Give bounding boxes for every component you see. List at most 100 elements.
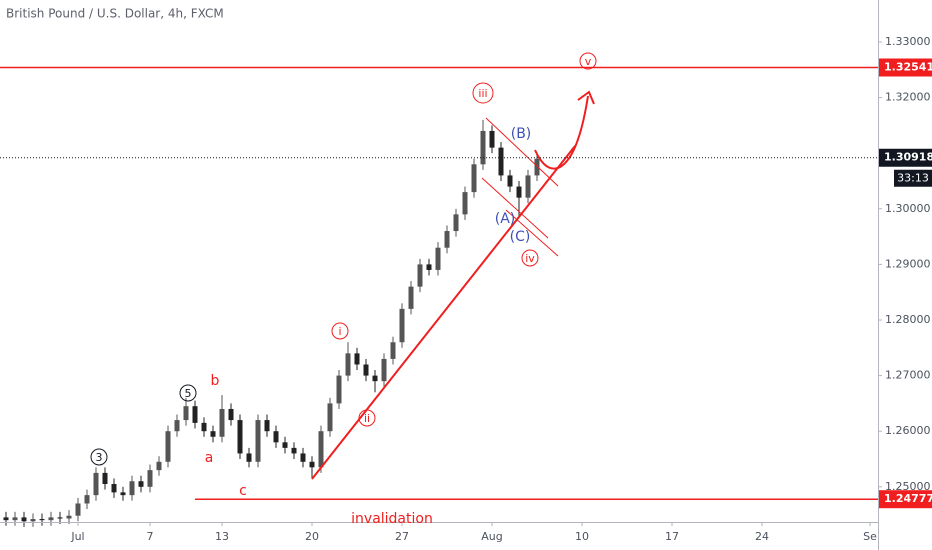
- candle-body: [129, 481, 135, 496]
- wave-label: 3: [96, 451, 103, 464]
- x-tick-label: 10: [575, 530, 589, 543]
- candle-body: [264, 420, 270, 432]
- wave-label: (C): [510, 229, 531, 245]
- wave-circle: [472, 82, 494, 104]
- candle-body: [417, 264, 423, 287]
- wave-label: b: [211, 373, 220, 389]
- candle-body: [507, 175, 513, 187]
- wave-label: (B): [511, 126, 532, 142]
- x-tick-label: 17: [665, 530, 679, 543]
- x-tick-label: Jul: [70, 530, 84, 543]
- candle-body: [309, 461, 315, 468]
- x-tick-label: 27: [395, 530, 409, 543]
- candle-body: [381, 358, 387, 382]
- candle-body: [480, 130, 486, 165]
- candle-body: [120, 492, 126, 496]
- wave-label: iv: [525, 252, 535, 265]
- y-tick-label: 1.25000: [885, 480, 931, 493]
- y-tick-label: 1.29000: [885, 257, 931, 270]
- candle-body: [210, 431, 216, 437]
- price-label-box: [879, 148, 932, 167]
- price-label: 1.24777: [884, 492, 932, 505]
- candle-body: [219, 408, 225, 437]
- candle-body: [93, 472, 99, 496]
- x-tick-label: 13: [215, 530, 229, 543]
- candle-body: [84, 495, 90, 504]
- wave-circle: [331, 322, 349, 340]
- wave-circle: [358, 409, 376, 427]
- candle-body: [156, 461, 162, 471]
- candle-body: [390, 342, 396, 359]
- candle-body: [300, 453, 306, 462]
- candle-body: [183, 406, 189, 421]
- x-tick-label: 24: [755, 530, 769, 543]
- wave-circle: [521, 249, 539, 267]
- wave-label: ii: [364, 412, 370, 425]
- candle-body: [174, 420, 180, 432]
- candle-body: [66, 515, 72, 519]
- candle-body: [12, 517, 18, 521]
- y-tick-label: 1.26000: [885, 424, 931, 437]
- wave-label: i: [338, 325, 341, 338]
- candle-body: [462, 192, 468, 215]
- candle-body: [165, 431, 171, 462]
- candle-body: [426, 264, 432, 270]
- candle-body: [453, 214, 459, 232]
- x-tick-label: 7: [146, 530, 153, 543]
- candle-body: [471, 164, 477, 193]
- candle-body: [498, 147, 504, 176]
- channel-line: [485, 117, 559, 187]
- candle-body: [3, 517, 9, 521]
- candle-body: [111, 484, 117, 493]
- plot-area: [3, 119, 540, 527]
- wave-label: c: [239, 483, 247, 499]
- chart-title: British Pound / U.S. Dollar, 4h, FXCM: [6, 7, 224, 21]
- y-tick-label: 1.33000: [885, 35, 931, 48]
- y-tick-label: 1.30000: [885, 202, 931, 215]
- x-tick-label: Se: [863, 530, 877, 543]
- candle-body: [201, 422, 207, 432]
- candle-body: [363, 364, 369, 376]
- candle-body: [336, 375, 342, 404]
- candle-body: [138, 481, 144, 487]
- wave-circle: [90, 448, 108, 466]
- candle-body: [246, 453, 252, 462]
- candle-body: [48, 517, 54, 521]
- price-label: 1.32541: [884, 61, 932, 74]
- candle-body: [273, 431, 279, 443]
- price-label-box: [879, 490, 932, 509]
- candle-body: [525, 175, 531, 198]
- channel-line: [481, 177, 549, 239]
- x-tick-label: Aug: [481, 530, 502, 543]
- wave-label: iii: [478, 87, 487, 100]
- candle-body: [30, 519, 36, 522]
- y-tick-label: 1.28000: [885, 313, 931, 326]
- arrow-head: [577, 90, 595, 105]
- drawings: [311, 90, 595, 480]
- candle-body: [534, 158, 540, 176]
- candle-body: [318, 431, 324, 468]
- x-tick-label: 20: [305, 530, 319, 543]
- projection-arrow: [534, 95, 589, 170]
- candle-body: [435, 247, 441, 270]
- wave-circle: [179, 384, 197, 402]
- price-label-box: [879, 58, 932, 77]
- candle-body: [255, 420, 261, 462]
- candle-body: [345, 353, 351, 376]
- wave-label: invalidation: [351, 511, 433, 527]
- candle-body: [147, 470, 153, 487]
- candle-body: [354, 353, 360, 365]
- countdown: 33:13: [897, 172, 929, 185]
- candle-body: [75, 503, 81, 516]
- candle-body: [444, 231, 450, 248]
- candle-body: [228, 408, 234, 421]
- candle-body: [102, 472, 108, 485]
- candle-body: [372, 375, 378, 382]
- candle-body: [399, 308, 405, 343]
- candle-body: [192, 406, 198, 423]
- candle-body: [21, 517, 27, 522]
- wave-label: (A): [495, 211, 516, 227]
- candle-body: [39, 519, 45, 521]
